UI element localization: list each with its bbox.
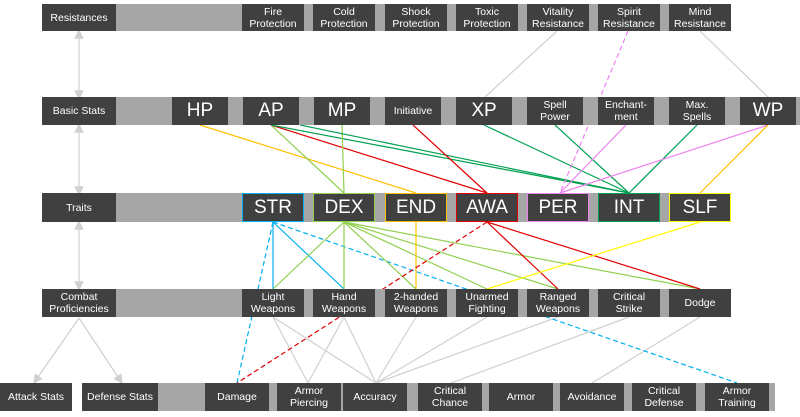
stat-box: Mind Resistance bbox=[669, 4, 731, 31]
gray-links bbox=[33, 29, 769, 385]
stat-box: MP bbox=[314, 97, 370, 125]
stat-box: 2-handed Weapons bbox=[385, 289, 447, 317]
stat-box: HP bbox=[172, 97, 228, 125]
row-label: Basic Stats bbox=[42, 97, 116, 125]
trait: SLF bbox=[669, 193, 731, 222]
stat-box: Max. Spells bbox=[669, 97, 725, 125]
trait: INT bbox=[598, 193, 660, 222]
stat-box: Armor Training bbox=[705, 383, 769, 411]
stat-box: Critical Chance bbox=[418, 383, 482, 411]
trait-links bbox=[199, 30, 769, 384]
stat-box: Cold Protection bbox=[313, 4, 375, 31]
trait: STR bbox=[242, 193, 304, 222]
trait: PER bbox=[527, 193, 589, 222]
trait: AWA bbox=[456, 193, 518, 222]
stat-box: Armor bbox=[489, 383, 553, 411]
stat-box: AP bbox=[243, 97, 299, 125]
stat-box: Shock Protection bbox=[385, 4, 447, 31]
stat-box: Unarmed Fighting bbox=[456, 289, 518, 317]
stat-box: Vitality Resistance bbox=[527, 4, 589, 31]
stat-box: Initiative bbox=[385, 97, 441, 125]
stat-box: Armor Piercing bbox=[277, 383, 341, 411]
stat-box: WP bbox=[740, 97, 796, 125]
stat-box: Spell Power bbox=[527, 97, 583, 125]
stat-box: XP bbox=[456, 97, 512, 125]
trait: DEX bbox=[313, 193, 375, 222]
row-label: Combat Proficiencies bbox=[42, 289, 116, 317]
stat-box: Fire Protection bbox=[242, 4, 304, 31]
stat-box: Ranged Weapons bbox=[527, 289, 589, 317]
stat-box: Accuracy bbox=[343, 383, 407, 411]
stat-box: Dodge bbox=[669, 289, 731, 317]
stat-box: Damage bbox=[205, 383, 269, 411]
row-label: Attack Stats bbox=[0, 383, 72, 411]
stat-box: Enchant- ment bbox=[598, 97, 654, 125]
stat-box: Critical Defense bbox=[632, 383, 696, 411]
stat-box: Hand Weapons bbox=[313, 289, 375, 317]
stat-box: Avoidance bbox=[560, 383, 624, 411]
row-label: Traits bbox=[42, 193, 116, 222]
row-label: Resistances bbox=[42, 4, 116, 31]
stat-box: Light Weapons bbox=[242, 289, 304, 317]
stat-box: Toxic Protection bbox=[456, 4, 518, 31]
row-label: Defense Stats bbox=[82, 383, 158, 411]
stat-box: Critical Strike bbox=[598, 289, 660, 317]
stat-box: Spirit Resistance bbox=[598, 4, 660, 31]
trait: END bbox=[385, 193, 447, 222]
